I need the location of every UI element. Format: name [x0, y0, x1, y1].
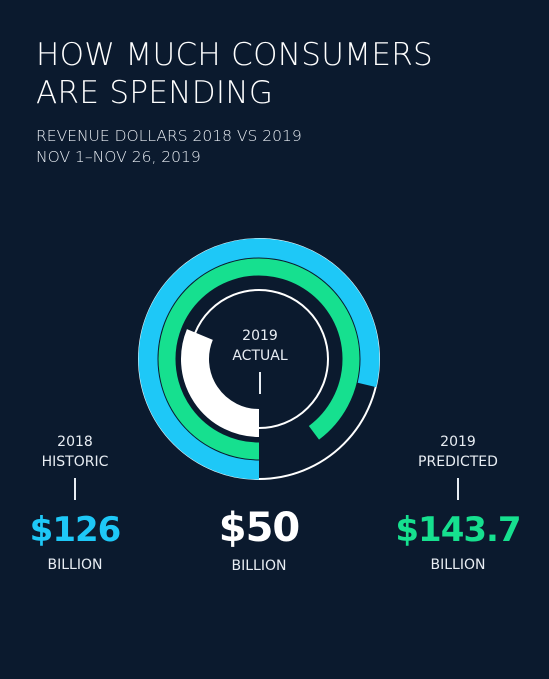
- historic-arc: [138, 238, 380, 480]
- predicted-unit: BILLION: [430, 557, 486, 573]
- predicted-year: 2019: [440, 434, 476, 450]
- page-title: HOW MUCH CONSUMERS ARE SPENDING: [36, 36, 516, 112]
- title-line-1: HOW MUCH CONSUMERS: [36, 37, 434, 73]
- historic-stat: 2018 HISTORIC $126 BILLION: [15, 432, 135, 574]
- historic-divider: [74, 478, 76, 500]
- predicted-divider: [457, 478, 459, 500]
- predicted-value: $143.7: [395, 510, 521, 550]
- actual-divider: [259, 372, 261, 394]
- actual-value: $50: [218, 505, 301, 551]
- actual-label: ACTUAL: [232, 348, 288, 364]
- predicted-stat: 2019 PREDICTED $143.7 BILLION: [393, 432, 523, 574]
- predicted-label: PREDICTED: [418, 454, 498, 470]
- historic-unit: BILLION: [47, 557, 103, 573]
- subtitle-line-2: NOV 1–NOV 26, 2019: [36, 148, 201, 166]
- actual-center-label: 2019 ACTUAL: [210, 326, 310, 394]
- historic-value: $126: [29, 510, 122, 550]
- title-line-2: ARE SPENDING: [36, 75, 274, 111]
- page-subtitle: REVENUE DOLLARS 2018 VS 2019 NOV 1–NOV 2…: [36, 126, 456, 168]
- actual-stat: $50 BILLION: [199, 505, 319, 575]
- historic-year: 2018: [57, 434, 93, 450]
- predicted-arc: [158, 258, 360, 460]
- actual-arc: [181, 329, 260, 437]
- historic-label: HISTORIC: [41, 454, 109, 470]
- actual-unit: BILLION: [231, 558, 287, 574]
- subtitle-line-1: REVENUE DOLLARS 2018 VS 2019: [36, 127, 302, 145]
- actual-year: 2019: [242, 328, 278, 344]
